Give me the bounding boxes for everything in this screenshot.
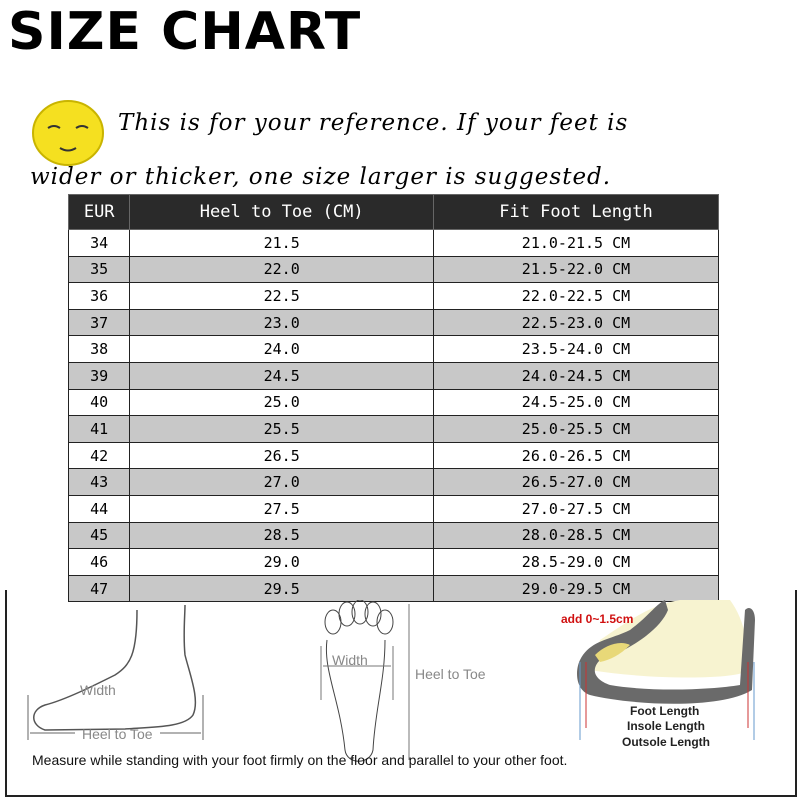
table-cell: 42 xyxy=(67,441,131,470)
table-cell: 26.5-27.0 CM xyxy=(432,468,720,496)
table-row: 46 29.0 28.5-29.0 CM xyxy=(67,548,720,576)
table-cell: 28.0-28.5 CM xyxy=(432,521,720,550)
table-cell: 28.5 xyxy=(129,521,434,550)
table-row: 43 27.0 26.5-27.0 CM xyxy=(67,468,720,496)
smiley-icon xyxy=(32,100,104,166)
side-heel-to-toe-label: Heel to Toe xyxy=(82,726,153,742)
measure-guide-panel xyxy=(5,590,797,797)
table-cell: 35 xyxy=(67,255,131,284)
table-cell: 23.0 xyxy=(129,308,434,337)
table-cell: 38 xyxy=(67,335,131,363)
reference-note-line2: wider or thicker, one size larger is sug… xyxy=(30,164,612,190)
table-cell: 34 xyxy=(67,229,131,257)
table-cell: 37 xyxy=(67,308,131,337)
table-cell: 25.0 xyxy=(129,388,434,417)
table-cell: 21.5 xyxy=(129,229,434,257)
table-cell: 47 xyxy=(67,574,131,603)
table-cell: 29.0 xyxy=(129,548,434,576)
table-row: 41 25.5 25.0-25.5 CM xyxy=(67,415,720,443)
reference-note-line1: This is for your reference. If your feet… xyxy=(118,110,629,136)
measure-instruction: Measure while standing with your foot fi… xyxy=(32,752,568,768)
sole-width-label: Width xyxy=(332,652,368,668)
table-cell: 36 xyxy=(67,282,131,310)
table-cell: 41 xyxy=(67,415,131,443)
table-cell: 27.5 xyxy=(129,494,434,523)
table-cell: 21.5-22.0 CM xyxy=(432,255,720,284)
table-cell: 25.5 xyxy=(129,415,434,443)
column-header: Heel to Toe (CM) xyxy=(129,194,434,230)
sole-illustration xyxy=(320,600,410,762)
add-allowance-label: add 0~1.5cm xyxy=(561,612,634,626)
table-cell: 24.5 xyxy=(129,361,434,390)
table-row: 37 23.0 22.5-23.0 CM xyxy=(67,308,720,337)
table-row: 35 22.0 21.5-22.0 CM xyxy=(67,255,720,284)
table-cell: 29.0-29.5 CM xyxy=(432,574,720,603)
table-cell: 25.0-25.5 CM xyxy=(432,415,720,443)
table-header-row: EUR Heel to Toe (CM) Fit Foot Length xyxy=(67,194,720,230)
table-cell: 22.0 xyxy=(129,255,434,284)
shoe-cross-section-illustration xyxy=(577,600,755,740)
table-cell: 24.0 xyxy=(129,335,434,363)
sole-heel-to-toe-label: Heel to Toe xyxy=(415,666,486,682)
table-row: 44 27.5 27.0-27.5 CM xyxy=(67,494,720,523)
table-cell: 26.0-26.5 CM xyxy=(432,441,720,470)
table-cell: 23.5-24.0 CM xyxy=(432,335,720,363)
page-title: SIZE CHART xyxy=(8,2,362,62)
table-cell: 21.0-21.5 CM xyxy=(432,229,720,257)
table-cell: 26.5 xyxy=(129,441,434,470)
column-header: EUR xyxy=(67,194,131,230)
column-header: Fit Foot Length xyxy=(432,194,720,230)
table-row: 36 22.5 22.0-22.5 CM xyxy=(67,282,720,310)
table-cell: 29.5 xyxy=(129,574,434,603)
table-row: 45 28.5 28.0-28.5 CM xyxy=(67,521,720,550)
foot-length-label: Foot Length xyxy=(630,704,700,718)
table-row: 42 26.5 26.0-26.5 CM xyxy=(67,441,720,470)
table-row: 38 24.0 23.5-24.0 CM xyxy=(67,335,720,363)
table-cell: 27.0 xyxy=(129,468,434,496)
table-cell: 39 xyxy=(67,361,131,390)
table-cell: 22.0-22.5 CM xyxy=(432,282,720,310)
table-cell: 45 xyxy=(67,521,131,550)
table-cell: 28.5-29.0 CM xyxy=(432,548,720,576)
table-cell: 46 xyxy=(67,548,131,576)
table-cell: 40 xyxy=(67,388,131,417)
table-row: 40 25.0 24.5-25.0 CM xyxy=(67,388,720,417)
insole-length-label: Insole Length xyxy=(627,719,705,733)
side-width-label: Width xyxy=(80,682,116,698)
table-row: 47 29.5 29.0-29.5 CM xyxy=(67,574,720,603)
table-row: 39 24.5 24.0-24.5 CM xyxy=(67,361,720,390)
side-foot-illustration xyxy=(27,605,204,740)
table-cell: 27.0-27.5 CM xyxy=(432,494,720,523)
table-cell: 24.5-25.0 CM xyxy=(432,388,720,417)
table-cell: 22.5-23.0 CM xyxy=(432,308,720,337)
table-row: 34 21.5 21.0-21.5 CM xyxy=(67,229,720,257)
table-cell: 43 xyxy=(67,468,131,496)
table-cell: 24.0-24.5 CM xyxy=(432,361,720,390)
size-table: EUR Heel to Toe (CM) Fit Foot Length 34 21.… xyxy=(67,194,720,603)
table-cell: 44 xyxy=(67,494,131,523)
outsole-length-label: Outsole Length xyxy=(622,735,710,749)
table-cell: 22.5 xyxy=(129,282,434,310)
